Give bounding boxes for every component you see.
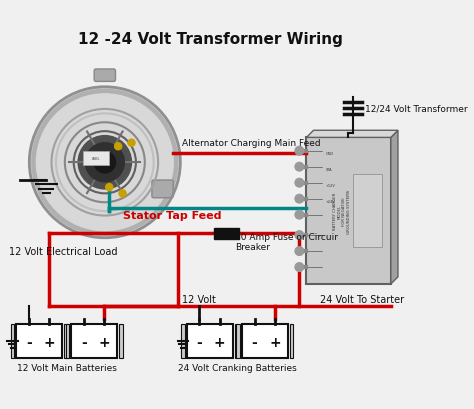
Text: 10 Amp Fuse or Circuir
Breaker: 10 Amp Fuse or Circuir Breaker — [236, 232, 338, 251]
Bar — [235, 324, 238, 358]
Text: 12 -24 Volt Transformer Wiring: 12 -24 Volt Transformer Wiring — [78, 31, 343, 47]
Circle shape — [36, 94, 173, 231]
FancyBboxPatch shape — [152, 180, 173, 198]
Circle shape — [295, 211, 304, 220]
Text: +: + — [214, 336, 226, 350]
Bar — [214, 228, 239, 239]
Circle shape — [295, 163, 304, 172]
Bar — [242, 324, 288, 358]
Text: Alternator Charging Main Feed: Alternator Charging Main Feed — [182, 139, 321, 148]
Text: -: - — [26, 336, 32, 350]
Text: 12 Volt Electrical Load: 12 Volt Electrical Load — [9, 247, 118, 256]
Bar — [71, 324, 117, 358]
Text: +: + — [99, 336, 110, 350]
Bar — [82, 151, 109, 166]
Circle shape — [85, 144, 124, 182]
Text: +: + — [44, 336, 55, 350]
Bar — [307, 138, 391, 284]
Circle shape — [119, 190, 126, 198]
Text: 24 Volt To Starter: 24 Volt To Starter — [320, 294, 404, 305]
Bar — [10, 324, 14, 358]
Bar — [64, 324, 67, 358]
Bar — [290, 324, 293, 358]
Text: +24V: +24V — [326, 200, 336, 204]
Circle shape — [94, 152, 116, 173]
Circle shape — [295, 247, 304, 256]
Circle shape — [295, 231, 304, 240]
Bar — [237, 324, 240, 358]
Bar — [16, 324, 62, 358]
Text: GND: GND — [326, 152, 334, 156]
Circle shape — [29, 88, 180, 238]
Text: 12/24 Volt Transformer: 12/24 Volt Transformer — [365, 104, 468, 113]
Text: +: + — [269, 336, 281, 350]
Text: -: - — [197, 336, 202, 350]
Circle shape — [295, 179, 304, 188]
Text: 24 Volt Cranking Batteries: 24 Volt Cranking Batteries — [178, 363, 297, 372]
Polygon shape — [307, 131, 398, 138]
Circle shape — [295, 147, 304, 156]
Circle shape — [128, 140, 135, 147]
Text: BATTERY CHARGER
MODEL
FOR NEGATIVE
GROUNDING SYSTEMS: BATTERY CHARGER MODEL FOR NEGATIVE GROUN… — [333, 189, 351, 233]
Circle shape — [295, 263, 304, 272]
Text: 12 Volt: 12 Volt — [182, 294, 216, 305]
Bar — [181, 324, 185, 358]
Text: -: - — [81, 336, 87, 350]
Circle shape — [115, 143, 122, 151]
Text: +12V: +12V — [326, 184, 336, 188]
Bar — [119, 324, 123, 358]
Text: -: - — [252, 336, 257, 350]
FancyBboxPatch shape — [94, 70, 116, 82]
Text: STA: STA — [326, 168, 333, 172]
Bar — [66, 324, 69, 358]
Bar — [187, 324, 233, 358]
Polygon shape — [391, 131, 398, 284]
Circle shape — [295, 195, 304, 204]
Text: Stator Tap Feed: Stator Tap Feed — [123, 211, 221, 221]
Circle shape — [106, 184, 113, 191]
Circle shape — [78, 136, 131, 189]
Bar — [353, 175, 383, 248]
Text: 12 Volt Main Batteries: 12 Volt Main Batteries — [17, 363, 117, 372]
Circle shape — [32, 90, 178, 236]
Text: LABEL: LABEL — [91, 156, 100, 160]
